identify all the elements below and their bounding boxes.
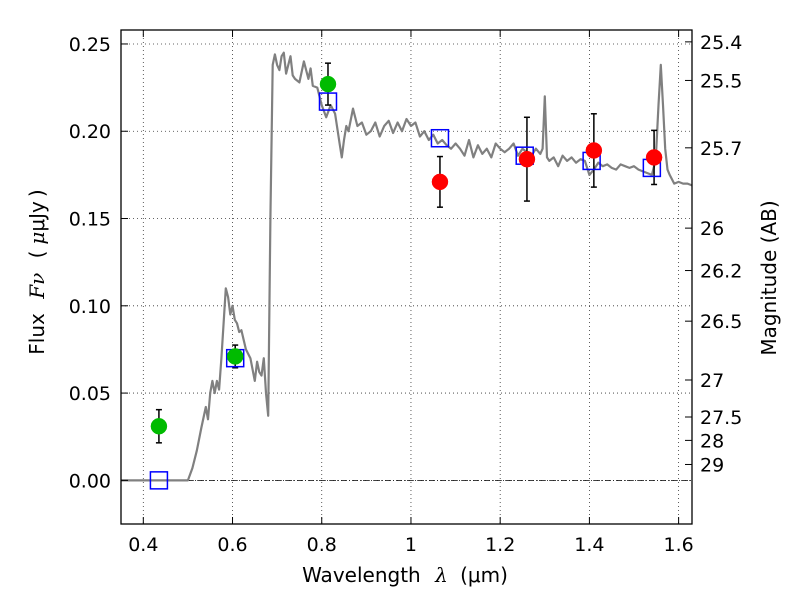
red-data-point bbox=[585, 142, 603, 159]
mag-tick-label: 25.5 bbox=[700, 70, 742, 92]
x-tick-label: 1 bbox=[405, 534, 417, 556]
y-tick-label: 0.05 bbox=[69, 383, 111, 405]
y-tick-label: 0.20 bbox=[69, 121, 111, 143]
green-data-point bbox=[319, 75, 337, 93]
x-axis-ticks: 0.4 0.6 0.8 1 1.2 1.4 1.6 bbox=[128, 30, 694, 556]
photometry-points bbox=[150, 75, 663, 435]
x-tick-label: 1.4 bbox=[574, 534, 604, 556]
mag-tick-label: 27.5 bbox=[700, 407, 742, 429]
green-data-point bbox=[226, 348, 244, 365]
green-data-point bbox=[150, 417, 168, 435]
mag-tick-label: 27 bbox=[700, 370, 724, 392]
mag-tick-label: 29 bbox=[700, 454, 724, 476]
y-axis-label: Flux Fν (μμJy) bbox=[25, 189, 49, 354]
red-data-point bbox=[645, 149, 663, 166]
x-axis-label: Wavelength λ (μm) bbox=[302, 563, 508, 587]
axes-frame bbox=[120, 29, 693, 525]
x-tick-label: 0.8 bbox=[307, 534, 337, 556]
mag-tick-label: 26.2 bbox=[700, 261, 742, 283]
model-band-square bbox=[318, 92, 338, 111]
model-band-square bbox=[430, 128, 450, 148]
x-tick-label: 0.4 bbox=[128, 534, 158, 556]
x-tick-label: 1.6 bbox=[664, 534, 694, 556]
mag-tick-label: 28 bbox=[700, 430, 724, 452]
y2-axis-label: Magnitude (AB) bbox=[757, 200, 781, 355]
red-data-point bbox=[518, 150, 536, 168]
red-data-point bbox=[431, 173, 449, 191]
y-axis-ticks: 0.00 0.05 0.10 0.15 0.20 0.25 bbox=[69, 34, 128, 492]
y-tick-label: 0.25 bbox=[69, 34, 111, 56]
mag-tick-label: 25.4 bbox=[700, 32, 742, 54]
model-band-square bbox=[149, 471, 169, 490]
grid-lines bbox=[121, 30, 692, 524]
model-spectrum-line bbox=[121, 51, 692, 482]
plot-area bbox=[121, 51, 692, 490]
mag-tick-label: 26.5 bbox=[700, 311, 742, 333]
mag-tick-label: 25.7 bbox=[700, 138, 742, 160]
mag-tick-label: 26 bbox=[700, 218, 724, 240]
y-tick-label: 0.10 bbox=[69, 296, 111, 318]
x-tick-label: 1.2 bbox=[485, 534, 515, 556]
y-tick-label: 0.00 bbox=[69, 470, 111, 492]
y-tick-label: 0.15 bbox=[69, 209, 111, 231]
x-tick-label: 0.6 bbox=[217, 534, 247, 556]
